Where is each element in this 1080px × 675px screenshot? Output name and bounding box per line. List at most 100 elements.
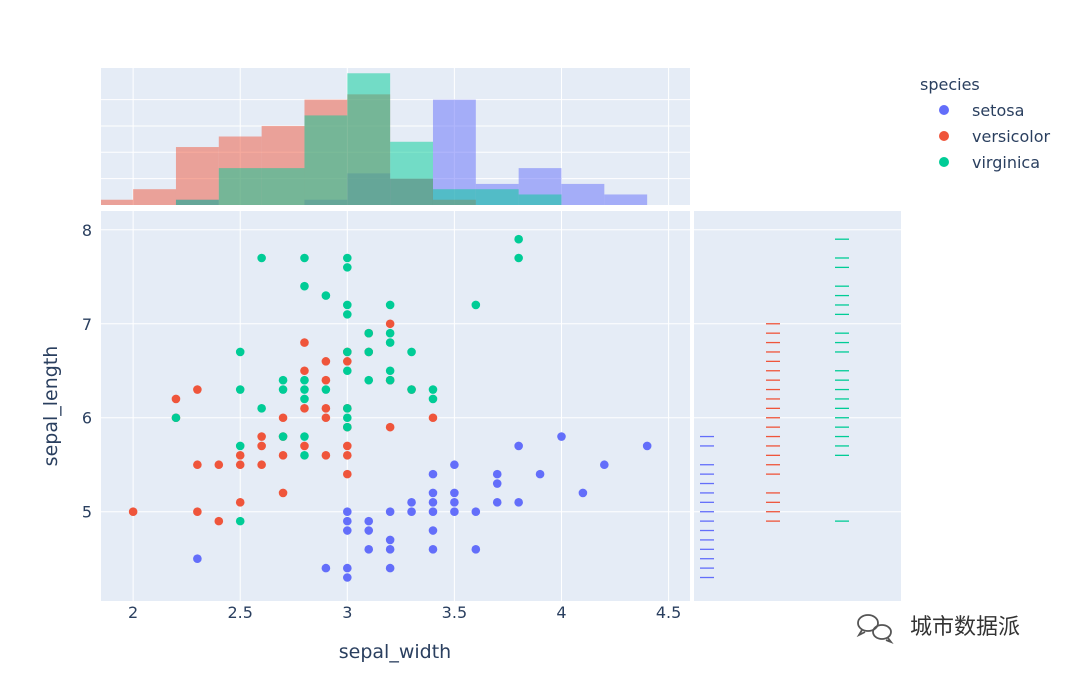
scatter-point-virginica[interactable] bbox=[428, 385, 438, 394]
scatter-point-versicolor[interactable] bbox=[428, 413, 438, 423]
scatter-point-virginica[interactable] bbox=[300, 385, 309, 394]
legend-item-virginica[interactable]: virginica bbox=[939, 153, 1040, 172]
scatter-point-virginica[interactable] bbox=[428, 394, 438, 404]
scatter-point-setosa[interactable] bbox=[343, 526, 352, 535]
scatter-point-virginica[interactable] bbox=[385, 375, 395, 385]
scatter-point-versicolor[interactable] bbox=[193, 460, 202, 470]
scatter-point-virginica[interactable] bbox=[385, 328, 395, 338]
scatter-point-versicolor[interactable] bbox=[300, 366, 309, 376]
scatter-point-versicolor[interactable] bbox=[128, 507, 138, 517]
scatter-point-virginica[interactable] bbox=[385, 366, 395, 376]
histogram-bar-setosa[interactable] bbox=[432, 99, 476, 205]
scatter-point-setosa[interactable] bbox=[450, 488, 459, 498]
legend-item-setosa[interactable]: setosa bbox=[939, 101, 1024, 120]
scatter-point-virginica[interactable] bbox=[364, 347, 374, 357]
histogram-bar-virginica[interactable] bbox=[175, 199, 219, 205]
scatter-point-setosa[interactable] bbox=[385, 507, 395, 517]
scatter-point-virginica[interactable] bbox=[385, 338, 395, 347]
histogram-bar-virginica[interactable] bbox=[304, 115, 348, 205]
scatter-point-virginica[interactable] bbox=[278, 385, 288, 394]
histogram-bar-setosa[interactable] bbox=[561, 183, 605, 205]
scatter-point-virginica[interactable] bbox=[514, 253, 523, 263]
scatter-point-virginica[interactable] bbox=[343, 413, 352, 423]
scatter-point-setosa[interactable] bbox=[343, 516, 352, 526]
scatter-point-virginica[interactable] bbox=[471, 300, 481, 310]
scatter-point-virginica[interactable] bbox=[514, 234, 523, 244]
scatter-point-versicolor[interactable] bbox=[278, 451, 288, 460]
scatter-point-versicolor[interactable] bbox=[257, 432, 266, 441]
scatter-point-versicolor[interactable] bbox=[343, 441, 352, 451]
scatter-point-virginica[interactable] bbox=[171, 413, 181, 423]
histogram-bar-versicolor[interactable] bbox=[175, 147, 219, 205]
scatter-point-virginica[interactable] bbox=[407, 347, 416, 357]
scatter-point-virginica[interactable] bbox=[321, 291, 331, 300]
scatter-point-setosa[interactable] bbox=[450, 460, 459, 470]
scatter-point-versicolor[interactable] bbox=[343, 357, 352, 366]
scatter-point-setosa[interactable] bbox=[407, 498, 416, 507]
scatter-point-virginica[interactable] bbox=[257, 404, 266, 413]
scatter-point-setosa[interactable] bbox=[450, 507, 459, 517]
scatter-point-setosa[interactable] bbox=[492, 479, 502, 488]
scatter-point-versicolor[interactable] bbox=[300, 441, 309, 451]
scatter-point-virginica[interactable] bbox=[300, 281, 309, 291]
histogram-bar-virginica[interactable] bbox=[518, 194, 562, 205]
scatter-point-versicolor[interactable] bbox=[343, 469, 352, 479]
scatter-point-setosa[interactable] bbox=[514, 498, 523, 507]
histogram-bar-virginica[interactable] bbox=[347, 73, 391, 206]
histogram-bar-virginica[interactable] bbox=[261, 168, 305, 205]
scatter-point-setosa[interactable] bbox=[578, 488, 588, 498]
scatter-point-virginica[interactable] bbox=[343, 253, 352, 263]
scatter-point-versicolor[interactable] bbox=[321, 375, 331, 385]
scatter-point-setosa[interactable] bbox=[364, 526, 374, 535]
histogram-bar-virginica[interactable] bbox=[218, 168, 262, 205]
scatter-point-setosa[interactable] bbox=[471, 545, 481, 554]
scatter-point-virginica[interactable] bbox=[235, 347, 245, 357]
histogram-bar-virginica[interactable] bbox=[475, 189, 519, 205]
scatter-point-setosa[interactable] bbox=[642, 441, 652, 451]
scatter-point-virginica[interactable] bbox=[343, 422, 352, 432]
scatter-point-virginica[interactable] bbox=[343, 366, 352, 376]
histogram-bar-versicolor[interactable] bbox=[101, 199, 134, 205]
scatter-point-virginica[interactable] bbox=[300, 375, 309, 385]
legend-item-versicolor[interactable]: versicolor bbox=[939, 127, 1050, 146]
scatter-point-setosa[interactable] bbox=[428, 469, 438, 479]
histogram-bar-setosa[interactable] bbox=[604, 194, 648, 205]
scatter-point-setosa[interactable] bbox=[428, 526, 438, 535]
scatter-point-setosa[interactable] bbox=[364, 516, 374, 526]
scatter-point-virginica[interactable] bbox=[257, 253, 266, 263]
scatter-point-setosa[interactable] bbox=[193, 554, 202, 564]
scatter-point-virginica[interactable] bbox=[407, 385, 416, 394]
scatter-point-setosa[interactable] bbox=[600, 460, 609, 470]
scatter-point-virginica[interactable] bbox=[235, 385, 245, 394]
scatter-point-versicolor[interactable] bbox=[321, 451, 331, 460]
scatter-point-setosa[interactable] bbox=[343, 563, 352, 573]
scatter-point-setosa[interactable] bbox=[364, 545, 374, 554]
scatter-point-versicolor[interactable] bbox=[235, 451, 245, 460]
scatter-point-virginica[interactable] bbox=[364, 375, 374, 385]
scatter-point-setosa[interactable] bbox=[428, 507, 438, 517]
scatter-point-virginica[interactable] bbox=[321, 385, 331, 394]
scatter-point-virginica[interactable] bbox=[300, 432, 309, 441]
scatter-point-versicolor[interactable] bbox=[385, 422, 395, 432]
scatter-point-versicolor[interactable] bbox=[235, 498, 245, 507]
scatter-point-virginica[interactable] bbox=[300, 451, 309, 460]
scatter-point-virginica[interactable] bbox=[343, 263, 352, 272]
scatter-point-virginica[interactable] bbox=[343, 347, 352, 357]
scatter-point-versicolor[interactable] bbox=[214, 516, 224, 526]
scatter-point-virginica[interactable] bbox=[235, 441, 245, 451]
scatter-point-setosa[interactable] bbox=[471, 507, 481, 517]
scatter-point-setosa[interactable] bbox=[557, 432, 566, 441]
scatter-point-versicolor[interactable] bbox=[171, 394, 181, 404]
scatter-point-setosa[interactable] bbox=[428, 488, 438, 498]
scatter-point-versicolor[interactable] bbox=[214, 460, 224, 470]
scatter-point-versicolor[interactable] bbox=[300, 338, 309, 347]
scatter-point-setosa[interactable] bbox=[385, 563, 395, 573]
scatter-point-versicolor[interactable] bbox=[321, 413, 331, 423]
histogram-bar-virginica[interactable] bbox=[432, 189, 476, 205]
scatter-point-setosa[interactable] bbox=[343, 507, 352, 517]
scatter-point-virginica[interactable] bbox=[300, 394, 309, 404]
scatter-point-setosa[interactable] bbox=[514, 441, 523, 451]
scatter-point-setosa[interactable] bbox=[492, 498, 502, 507]
scatter-point-virginica[interactable] bbox=[300, 253, 309, 263]
scatter-point-versicolor[interactable] bbox=[257, 460, 266, 470]
